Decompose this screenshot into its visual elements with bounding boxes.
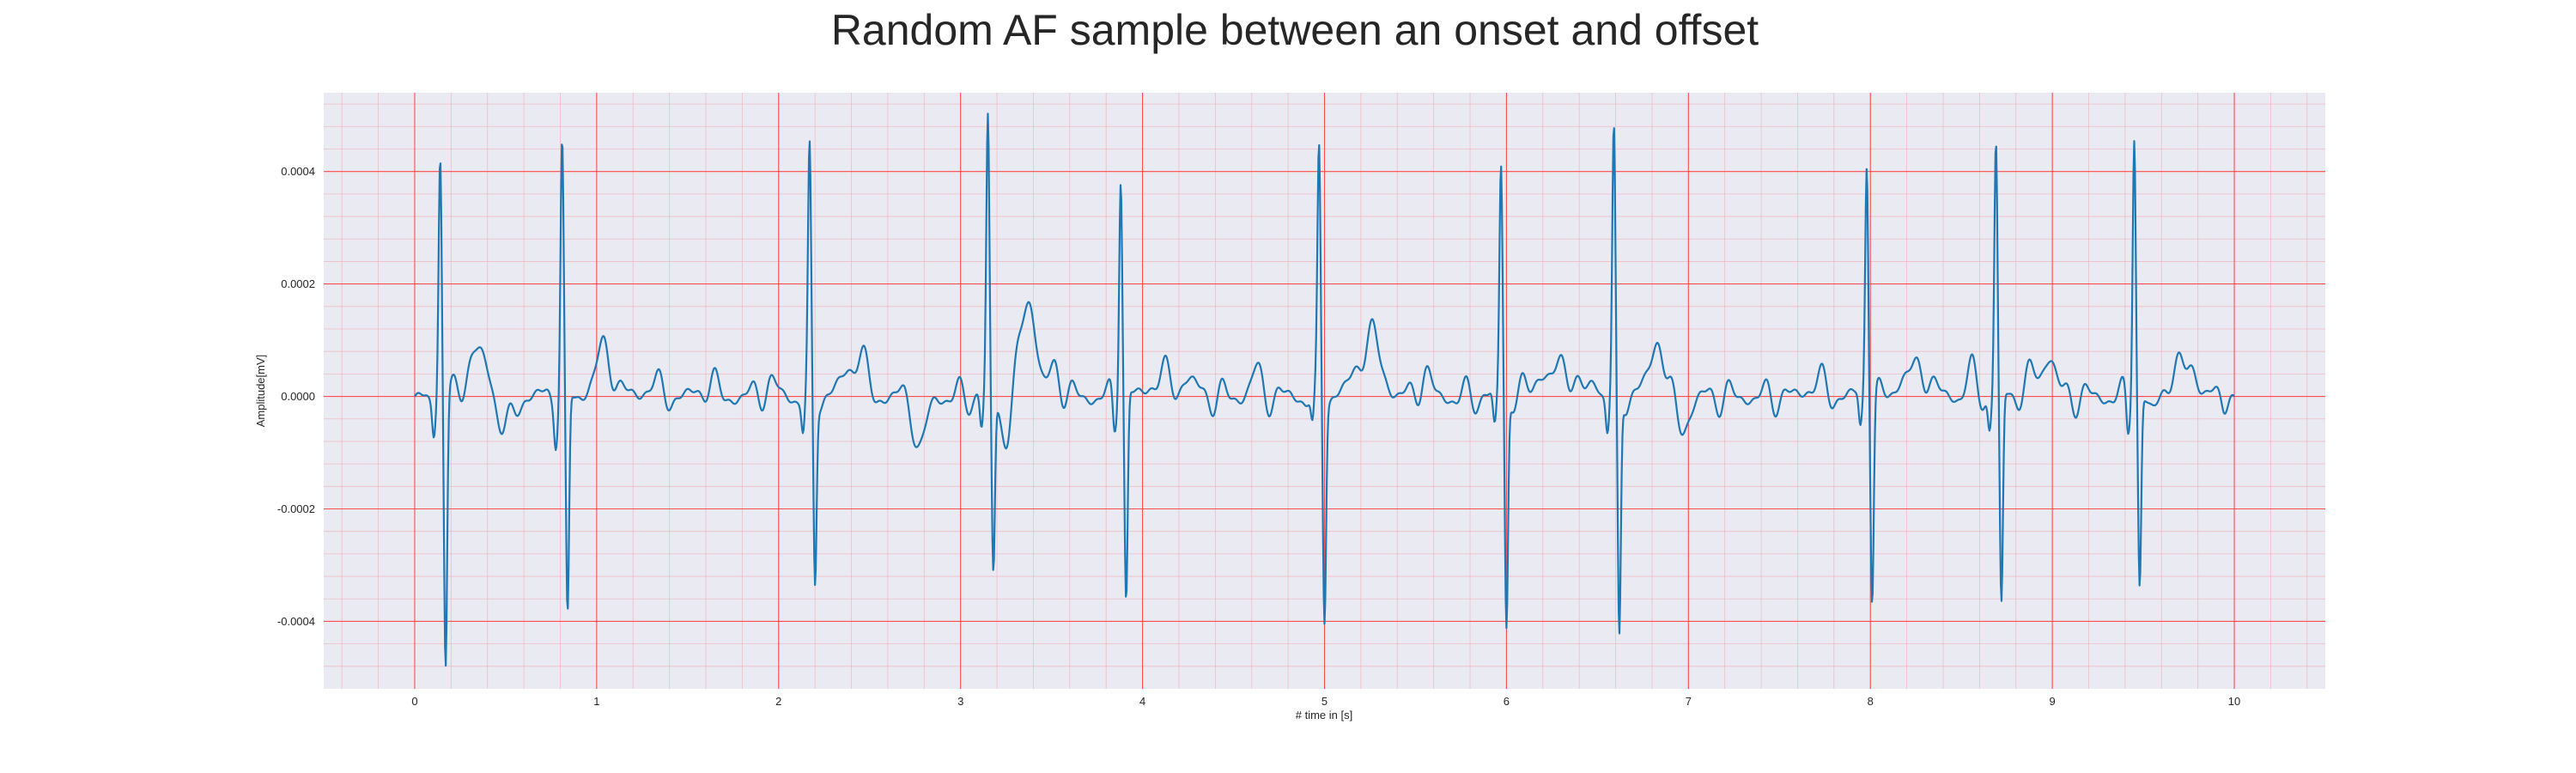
chart-title: Random AF sample between an onset and of… [831,6,1759,54]
x-tick-label: 6 [1504,695,1510,708]
x-tick-label: 10 [2228,695,2240,708]
x-tick-label: 7 [1686,695,1692,708]
x-tick-label: 0 [411,695,417,708]
y-tick-label: -0.0004 [277,615,315,628]
y-axis-label: Amplitude[mV] [254,355,267,428]
series-layer [414,113,2235,667]
x-tick-label: 2 [775,695,781,708]
y-tick-label: -0.0002 [277,502,315,515]
x-tick-label: 4 [1139,695,1145,708]
x-tick-label: 9 [2050,695,2056,708]
x-tick-label: 8 [1868,695,1874,708]
x-tick-label: 5 [1321,695,1327,708]
y-axis-ticks: -0.0004 -0.0002 0.0000 0.0002 0.0004 [277,165,315,628]
y-tick-label: 0.0004 [281,165,315,178]
y-tick-label: 0.0000 [281,390,315,403]
ecg-series-line [414,113,2235,667]
x-axis-label: # time in [s] [1296,709,1352,721]
x-tick-label: 3 [957,695,963,708]
x-axis-ticks: 0 1 2 3 4 5 6 7 8 9 10 [411,695,2240,708]
y-tick-label: 0.0002 [281,277,315,290]
x-tick-label: 1 [593,695,599,708]
